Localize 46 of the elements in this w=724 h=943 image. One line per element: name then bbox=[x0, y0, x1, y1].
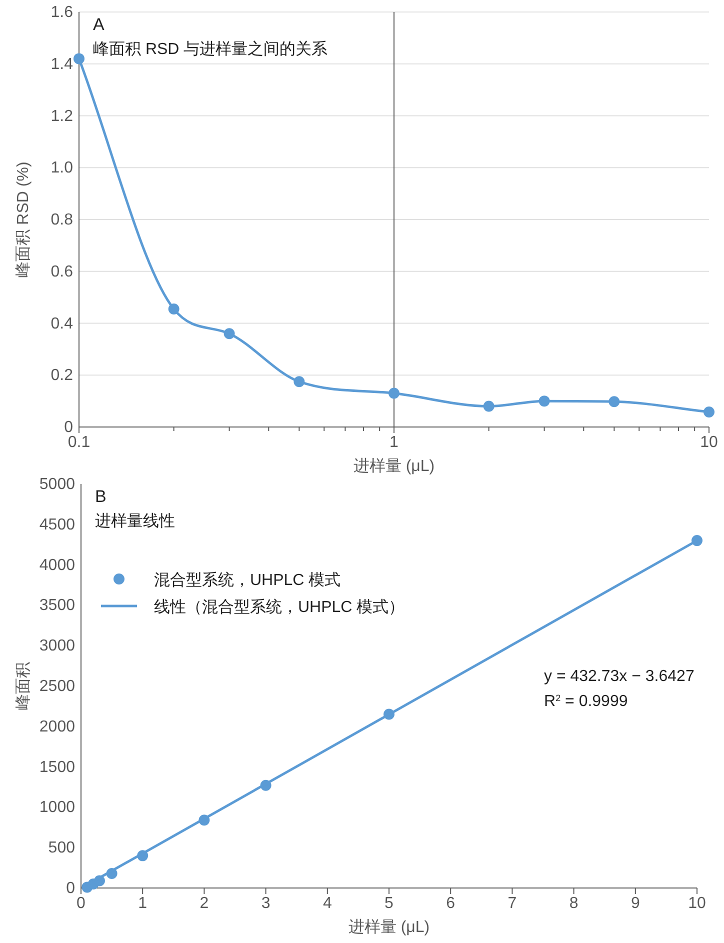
y-tick-label: 0.2 bbox=[50, 366, 74, 384]
annotation: y = 432.73x − 3.6427 bbox=[544, 668, 694, 685]
x-tick-label: 4 bbox=[322, 895, 332, 912]
y-tick-label: 0 bbox=[64, 418, 74, 436]
y-tick-label: 2000 bbox=[39, 718, 76, 735]
text: 进样量线性 bbox=[95, 512, 175, 530]
annotation: R$^{2}$ = 0.9999 bbox=[544, 693, 628, 710]
y-tick-label: 4000 bbox=[39, 556, 76, 574]
chart-title: B bbox=[95, 487, 106, 506]
x-tick-label: 1 bbox=[390, 434, 399, 451]
y-tick-label: 0 bbox=[66, 880, 76, 896]
y-tick-label: 1.2 bbox=[50, 107, 74, 124]
x-tick-label: 7 bbox=[508, 895, 517, 912]
y-tick-label: 5000 bbox=[39, 476, 76, 492]
x-tick-label: 0 bbox=[76, 895, 86, 912]
legend-label: 线性（混合型系统，UHPLC 模式） bbox=[154, 598, 405, 616]
legend-label: 混合型系统，UHPLC 模式 bbox=[154, 571, 341, 589]
y-tick-label: 1.0 bbox=[50, 159, 74, 176]
y-tick-label: 1.4 bbox=[50, 55, 74, 72]
x-axis-title: 进样量 (μL) bbox=[353, 457, 435, 475]
y-tick-label: 0.4 bbox=[50, 314, 74, 332]
y-tick-label: 1500 bbox=[39, 758, 76, 776]
x-tick-label: 6 bbox=[446, 895, 456, 912]
y-tick-label: 2500 bbox=[39, 678, 76, 694]
y-tick-label: 0.8 bbox=[50, 211, 74, 228]
x-axis-title: 进样量 (μL) bbox=[348, 918, 430, 936]
x-tick-label: 10 bbox=[688, 895, 706, 912]
y-tick-label: 3000 bbox=[39, 637, 76, 654]
chart-title: A bbox=[93, 15, 105, 34]
text: 峰面积 RSD 与进样量之间的关系 bbox=[93, 40, 328, 58]
y-tick-label: 500 bbox=[48, 839, 76, 856]
y-tick-label: 0.6 bbox=[50, 262, 74, 280]
x-tick-label: 5 bbox=[384, 895, 394, 912]
x-tick-label: 8 bbox=[569, 895, 578, 912]
x-tick-label: 0.1 bbox=[68, 434, 90, 451]
y-axis-title: 峰面积 bbox=[15, 662, 32, 710]
x-tick-label: 2 bbox=[200, 895, 209, 912]
x-tick-label: 3 bbox=[261, 895, 270, 912]
y-tick-label: 1.6 bbox=[50, 4, 74, 20]
y-tick-label: 1000 bbox=[39, 798, 76, 816]
y-tick-label: 4500 bbox=[39, 516, 76, 533]
y-axis-title: 峰面积 RSD (%) bbox=[15, 162, 32, 278]
x-tick-label: 10 bbox=[700, 434, 718, 451]
x-tick-label: 9 bbox=[630, 895, 640, 912]
y-tick-label: 3500 bbox=[39, 596, 76, 614]
x-tick-label: 1 bbox=[138, 895, 148, 912]
